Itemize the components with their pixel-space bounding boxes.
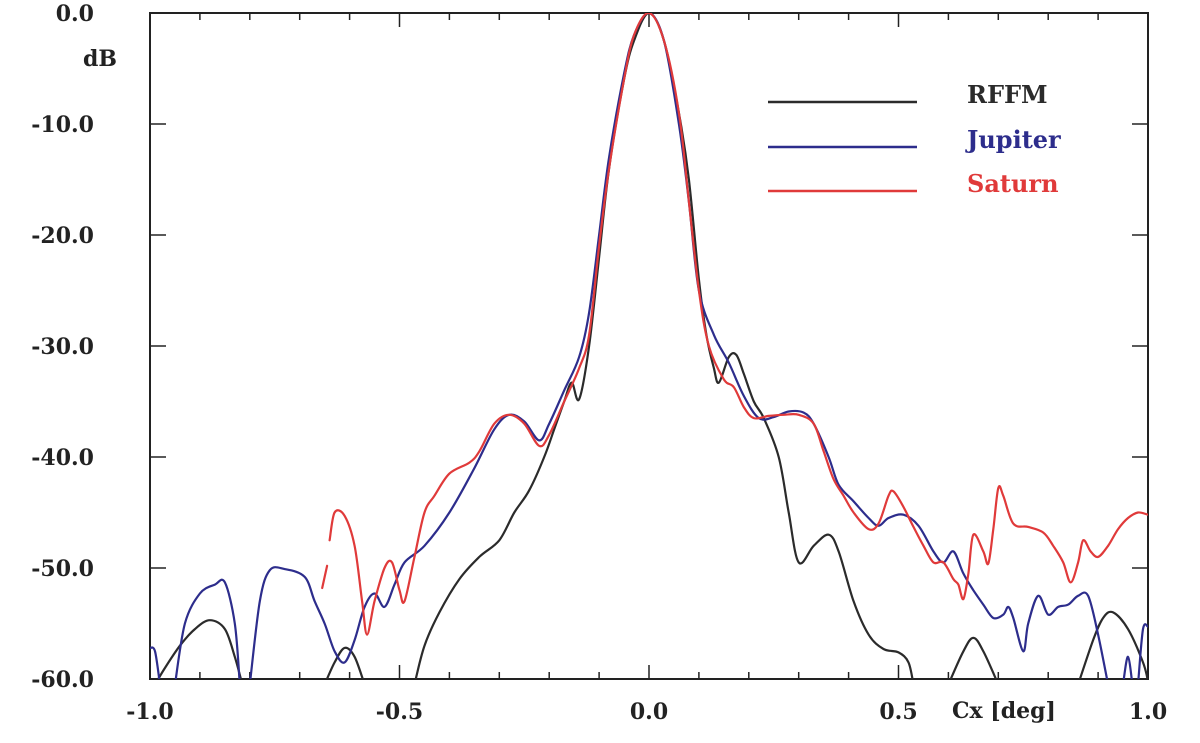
series-line-rffm — [949, 636, 998, 679]
y-tick-label: -60.0 — [31, 667, 94, 693]
series-line-saturn — [328, 13, 1148, 636]
legend-label-saturn: Saturn — [967, 169, 1059, 198]
series-line-jupiter — [1137, 623, 1148, 679]
y-tick-label: 0.0 — [56, 1, 94, 27]
x-tick-label: 1.0 — [1129, 699, 1167, 725]
x-tick-label: -1.0 — [126, 699, 173, 725]
series-line-jupiter — [150, 646, 161, 679]
series-line-jupiter — [249, 13, 1109, 679]
x-tick-label: 0.5 — [879, 699, 917, 725]
x-axis-label: Cx [deg] — [952, 698, 1056, 724]
legend-label-jupiter: Jupiter — [965, 125, 1061, 154]
y-tick-label: -10.0 — [31, 112, 94, 138]
legend-label-rffm: RFFM — [967, 80, 1048, 109]
series-line-rffm — [156, 619, 243, 679]
y-tick-label: -50.0 — [31, 556, 94, 582]
series-line-rffm — [325, 646, 364, 679]
series-line-rffm — [1078, 610, 1148, 679]
series-line-saturn — [321, 564, 329, 590]
x-tick-label: -0.5 — [376, 699, 423, 725]
y-tick-label: -30.0 — [31, 334, 94, 360]
axis-tick-labels: -1.0 -0.5 0.0 0.5 1.0 0.0 -10.0 -20.0 -30.0 -40.0… — [31, 1, 1167, 725]
axis-ticks — [149, 12, 1149, 680]
plot-frame — [149, 12, 1149, 680]
series-line-jupiter — [1122, 655, 1133, 679]
series-line-rffm — [414, 13, 914, 679]
series-line-jupiter — [174, 578, 241, 679]
y-tick-label: -40.0 — [31, 445, 94, 471]
series-lines — [150, 13, 1148, 679]
legend: RFFM Jupiter Saturn — [768, 80, 1061, 198]
y-tick-label: -20.0 — [31, 223, 94, 249]
x-tick-label: 0.0 — [630, 699, 668, 725]
y-axis-label: dB — [83, 46, 117, 72]
